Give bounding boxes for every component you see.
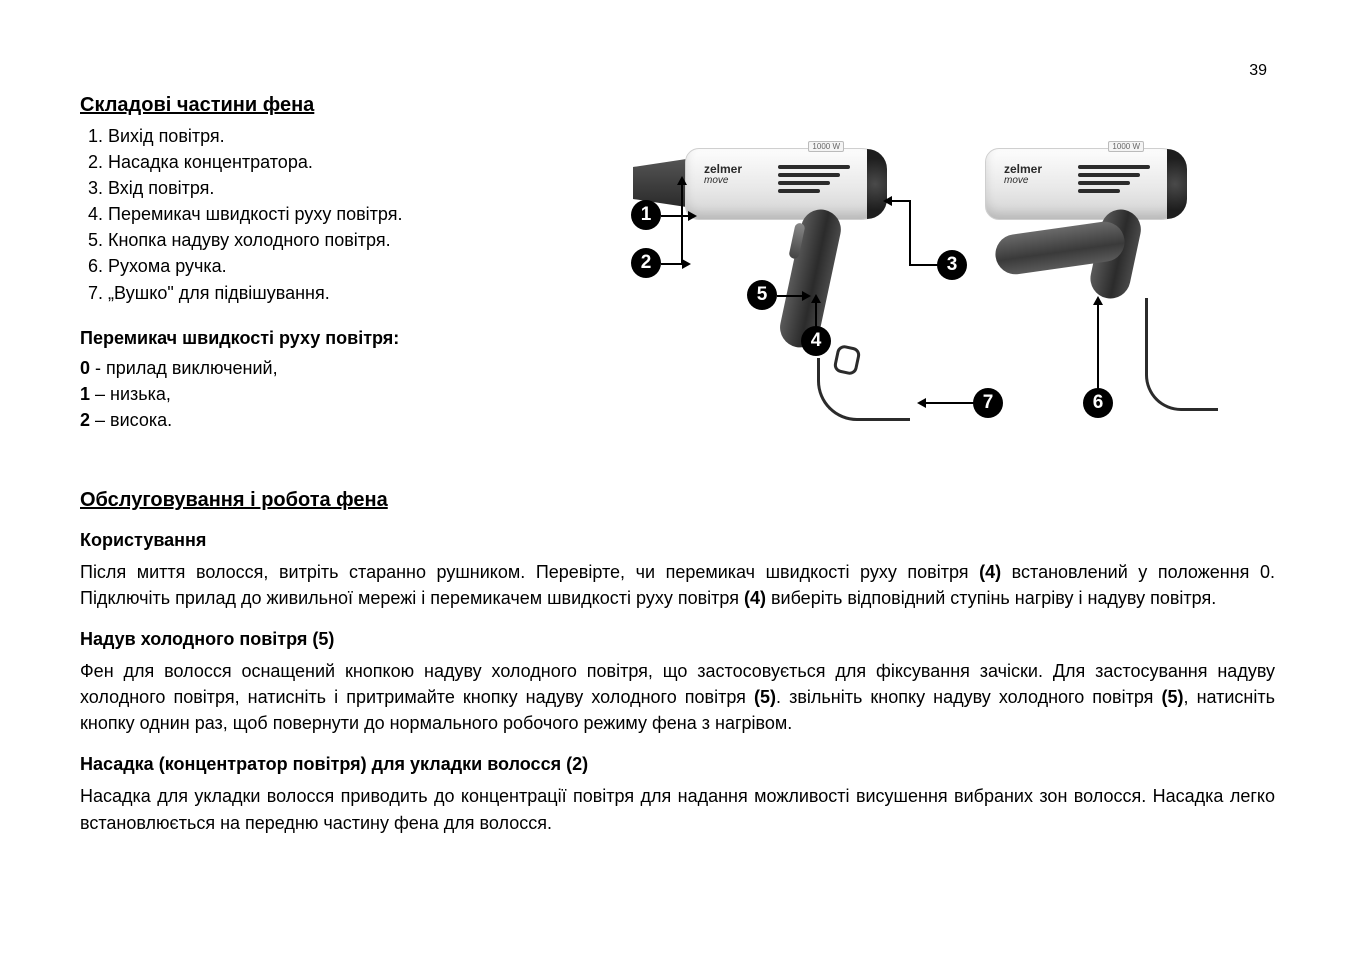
page-number: 39 — [1249, 62, 1267, 80]
switch-val: – низька, — [90, 384, 171, 404]
text: . звільніть кнопку надуву холодного пові… — [776, 687, 1162, 707]
heading-parts: Складові частини фена — [80, 94, 1275, 117]
heading-cold-air: Надув холодного повітря (5) — [80, 629, 1275, 650]
brand-logo: zelmer move — [704, 163, 742, 186]
vent-lines-icon — [778, 161, 850, 197]
ref-5: (5) — [1162, 687, 1184, 707]
leader-line — [909, 200, 911, 266]
leader-line — [909, 264, 939, 266]
air-intake-icon — [867, 149, 887, 219]
callout-5: 5 — [747, 280, 777, 310]
callout-1: 1 — [631, 200, 661, 230]
cord-icon — [817, 358, 910, 421]
dryer-body: 1000 W zelmer move — [685, 148, 887, 220]
cord-icon — [1145, 298, 1218, 411]
vent-lines-icon — [1078, 161, 1150, 197]
brand-sub: move — [1004, 176, 1042, 187]
leader-line — [815, 302, 817, 328]
manual-page: 39 Складові частини фена Вихід повітря. … — [0, 0, 1355, 954]
paragraph-use: Після миття волосся, витріть старанно ру… — [80, 559, 1275, 611]
air-intake-icon — [1167, 149, 1187, 219]
heading-nozzle: Насадка (концентратор повітря) для уклад… — [80, 754, 1275, 775]
brand-text: zelmer — [704, 162, 742, 176]
leader-line — [1097, 304, 1099, 390]
ref-5: (5) — [754, 687, 776, 707]
paragraph-nozzle: Насадка для укладки волосся приводить до… — [80, 783, 1275, 835]
hairdryer-diagram: 1000 W zelmer move 1000 W zelm — [625, 130, 1265, 440]
brand-logo: zelmer move — [1004, 163, 1042, 186]
callout-2: 2 — [631, 248, 661, 278]
brand-sub: move — [704, 176, 742, 187]
leader-line — [661, 215, 689, 217]
switch-key: 1 — [80, 384, 90, 404]
ref-4: (4) — [744, 588, 766, 608]
leader-line — [777, 295, 803, 297]
leader-line — [891, 200, 911, 202]
wattage-label: 1000 W — [1108, 141, 1144, 152]
callout-7: 7 — [973, 388, 1003, 418]
leader-line — [681, 190, 683, 265]
callout-4: 4 — [801, 326, 831, 356]
switch-key: 2 — [80, 410, 90, 430]
wattage-label: 1000 W — [808, 141, 844, 152]
text: виберіть відповідний ступінь нагріву і н… — [766, 588, 1216, 608]
brand-text: zelmer — [1004, 162, 1042, 176]
dryer-body: 1000 W zelmer move — [985, 148, 1187, 220]
heading-use: Користування — [80, 530, 1275, 551]
callout-3: 3 — [937, 250, 967, 280]
switch-val: - прилад виключений, — [90, 358, 278, 378]
leader-line — [681, 184, 683, 192]
ref-4: (4) — [979, 562, 1001, 582]
heading-service: Обслуговування і робота фена — [80, 489, 1275, 512]
paragraph-cold-air: Фен для волосся оснащений кнопкою надуву… — [80, 658, 1275, 736]
callout-6: 6 — [1083, 388, 1113, 418]
leader-line — [925, 402, 975, 404]
switch-val: – висока. — [90, 410, 172, 430]
switch-button-icon — [788, 222, 805, 259]
switch-key: 0 — [80, 358, 90, 378]
leader-line — [661, 263, 683, 265]
text: Після миття волосся, витріть старанно ру… — [80, 562, 979, 582]
